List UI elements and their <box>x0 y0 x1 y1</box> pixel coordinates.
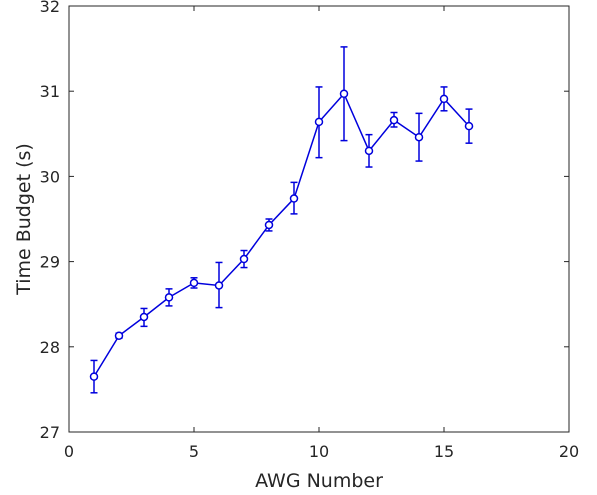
y-axis-ticks: 27 28 29 30 31 32 <box>40 0 569 442</box>
data-point <box>339 89 349 99</box>
x-tick-label: 5 <box>189 442 199 461</box>
data-point <box>389 115 399 125</box>
data-point <box>289 194 299 203</box>
data-point <box>414 132 424 142</box>
data-point <box>439 94 449 104</box>
data-point <box>89 372 99 381</box>
y-tick-label: 32 <box>40 0 60 16</box>
y-tick-label: 30 <box>40 167 60 186</box>
y-axis-label: Time Budget (s) <box>13 143 35 296</box>
x-tick-label: 15 <box>434 442 454 461</box>
x-tick-label: 0 <box>64 442 74 461</box>
data-point <box>214 281 224 290</box>
data-point <box>314 117 324 127</box>
data-point <box>364 146 374 156</box>
y-tick-label: 27 <box>40 423 60 442</box>
y-tick-label: 31 <box>40 82 60 101</box>
plot-area <box>68 5 570 433</box>
y-tick-label: 28 <box>40 338 60 357</box>
data-point <box>164 293 174 302</box>
data-point <box>239 254 249 264</box>
x-tick-label: 20 <box>559 442 579 461</box>
data-point <box>264 220 274 230</box>
series-layer <box>89 46 474 394</box>
y-tick-label: 29 <box>40 253 60 272</box>
x-axis-label: AWG Number <box>255 470 383 492</box>
data-point <box>189 278 199 288</box>
x-axis-ticks: 0 5 10 15 20 <box>64 6 579 461</box>
data-point <box>139 312 149 322</box>
x-tick-label: 10 <box>309 442 329 461</box>
data-point <box>114 331 124 340</box>
series-line <box>93 92 470 378</box>
data-point <box>464 121 474 131</box>
